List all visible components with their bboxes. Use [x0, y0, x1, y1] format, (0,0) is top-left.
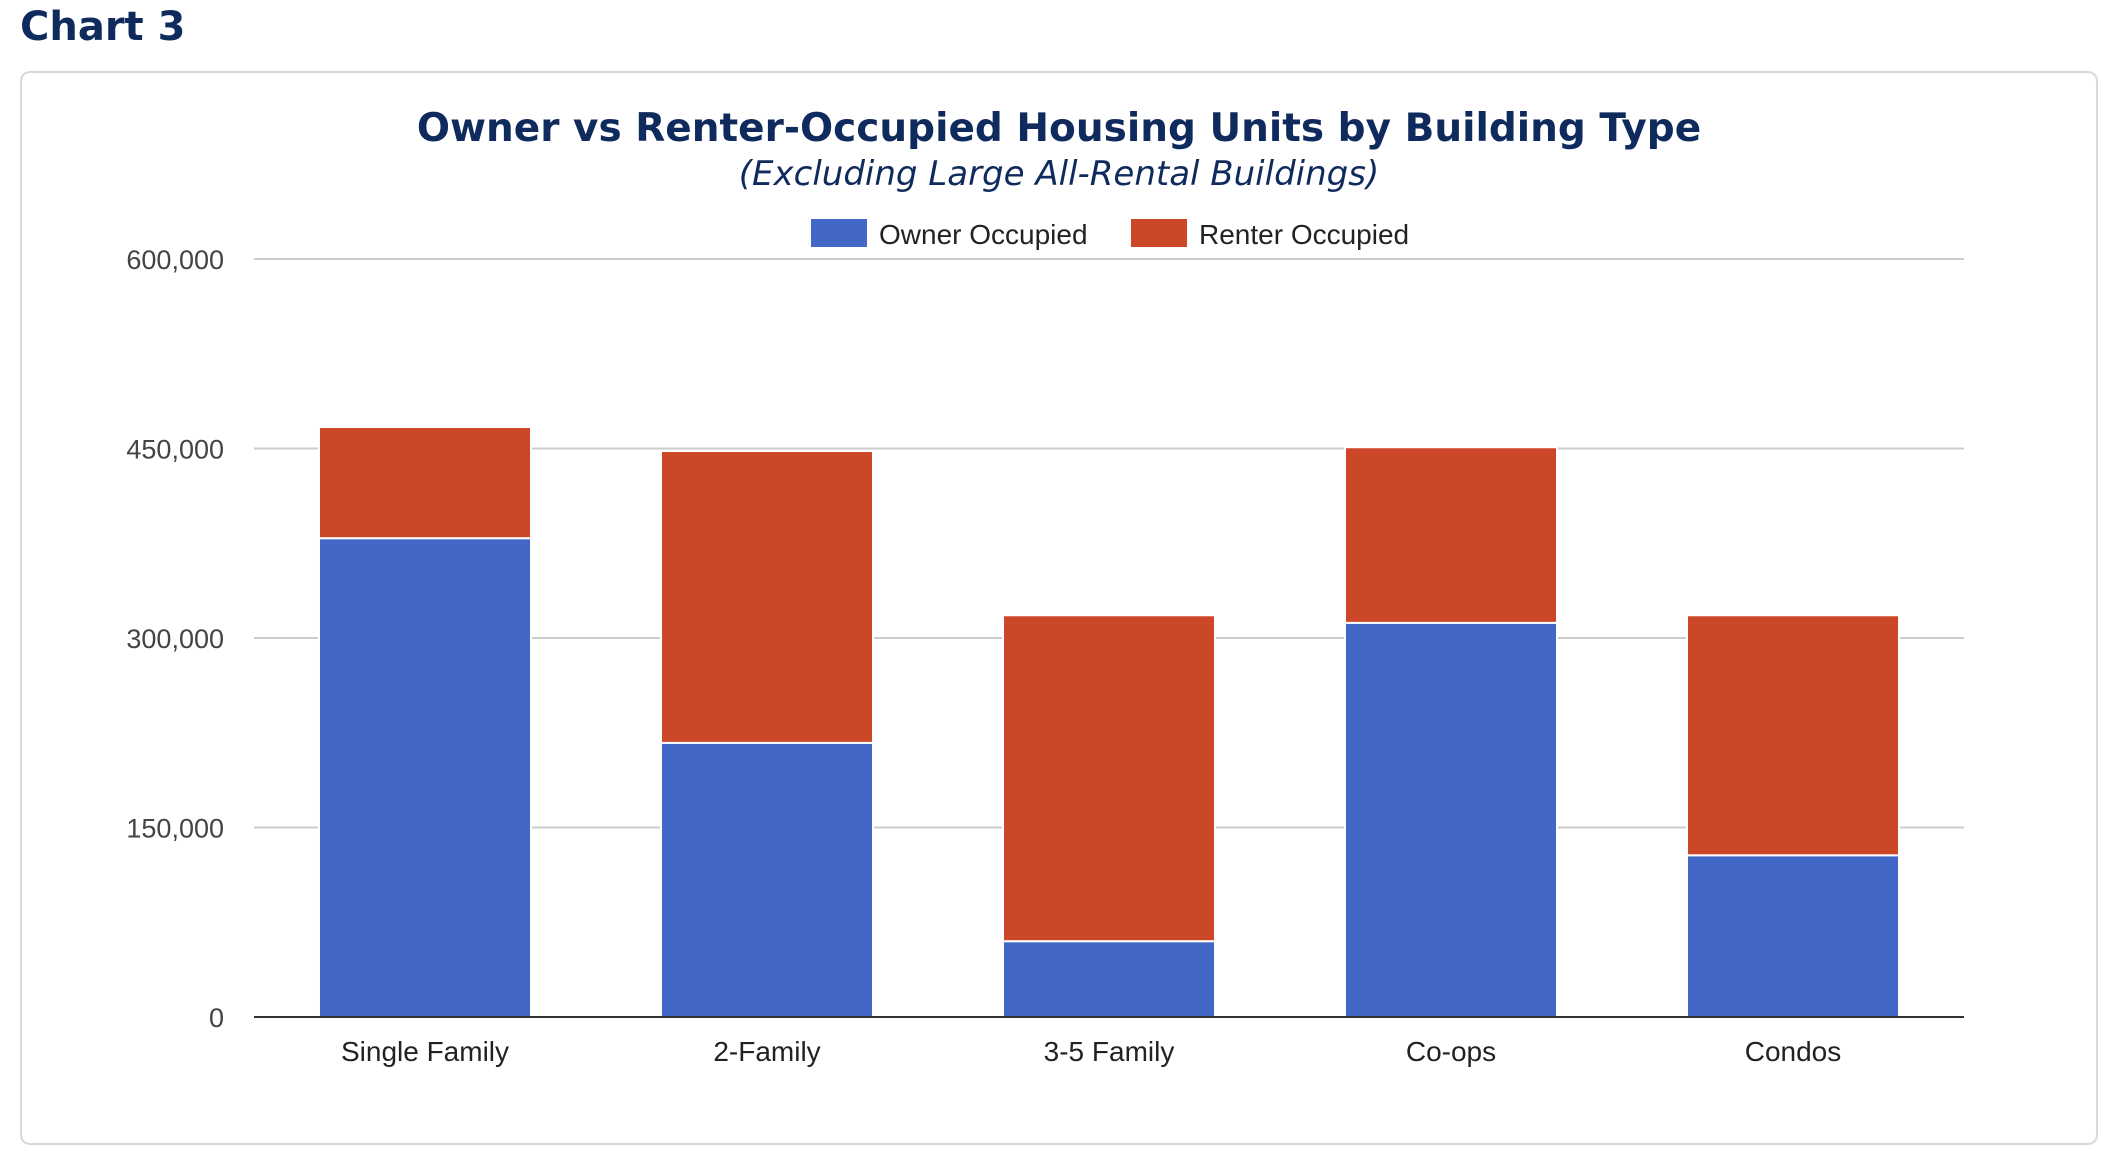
bar-owner-single-family — [317, 537, 533, 1018]
x-tick-label: Co-ops — [1406, 1036, 1496, 1067]
bar-owner-2-family — [659, 741, 875, 1019]
bar-owner-3-5-family — [1001, 940, 1217, 1019]
bar-renter-2-family — [659, 450, 875, 744]
legend-swatch-owner — [811, 219, 867, 247]
y-tick-label: 0 — [209, 1003, 224, 1033]
bar-renter-single-family — [317, 426, 533, 540]
x-tick-label: 2-Family — [713, 1036, 820, 1067]
page-label: Chart 3 — [20, 4, 186, 50]
bar-renter-co-ops — [1343, 446, 1559, 624]
chart-subtitle: (Excluding Large All-Rental Buildings) — [739, 154, 1379, 194]
chart: Owner vs Renter-Occupied Housing Units b… — [126, 106, 1964, 1067]
x-tick-label: Condos — [1745, 1036, 1842, 1067]
y-axis-ticks: 0 150,000 300,000 450,000 600,000 — [126, 245, 224, 1033]
y-tick-label: 150,000 — [126, 814, 224, 844]
legend: Owner Occupied Renter Occupied — [811, 219, 1409, 250]
y-tick-label: 300,000 — [126, 624, 224, 654]
bar-owner-co-ops — [1343, 621, 1559, 1019]
legend-swatch-renter — [1131, 219, 1187, 247]
bars — [317, 426, 1901, 1019]
x-tick-label: Single Family — [341, 1036, 509, 1067]
bar-owner-condos — [1685, 854, 1901, 1018]
chart-title: Owner vs Renter-Occupied Housing Units b… — [417, 106, 1701, 151]
x-tick-label: 3-5 Family — [1044, 1036, 1175, 1067]
y-tick-label: 600,000 — [126, 245, 224, 275]
bar-renter-condos — [1685, 614, 1901, 857]
bar-renter-3-5-family — [1001, 614, 1217, 943]
legend-label-renter: Renter Occupied — [1199, 219, 1409, 250]
legend-label-owner: Owner Occupied — [879, 219, 1088, 250]
x-axis-labels: Single Family 2-Family 3-5 Family Co-ops Con… — [341, 1036, 1841, 1067]
chart-card: Owner vs Renter-Occupied Housing Units b… — [20, 71, 2098, 1145]
y-tick-label: 450,000 — [126, 435, 224, 465]
